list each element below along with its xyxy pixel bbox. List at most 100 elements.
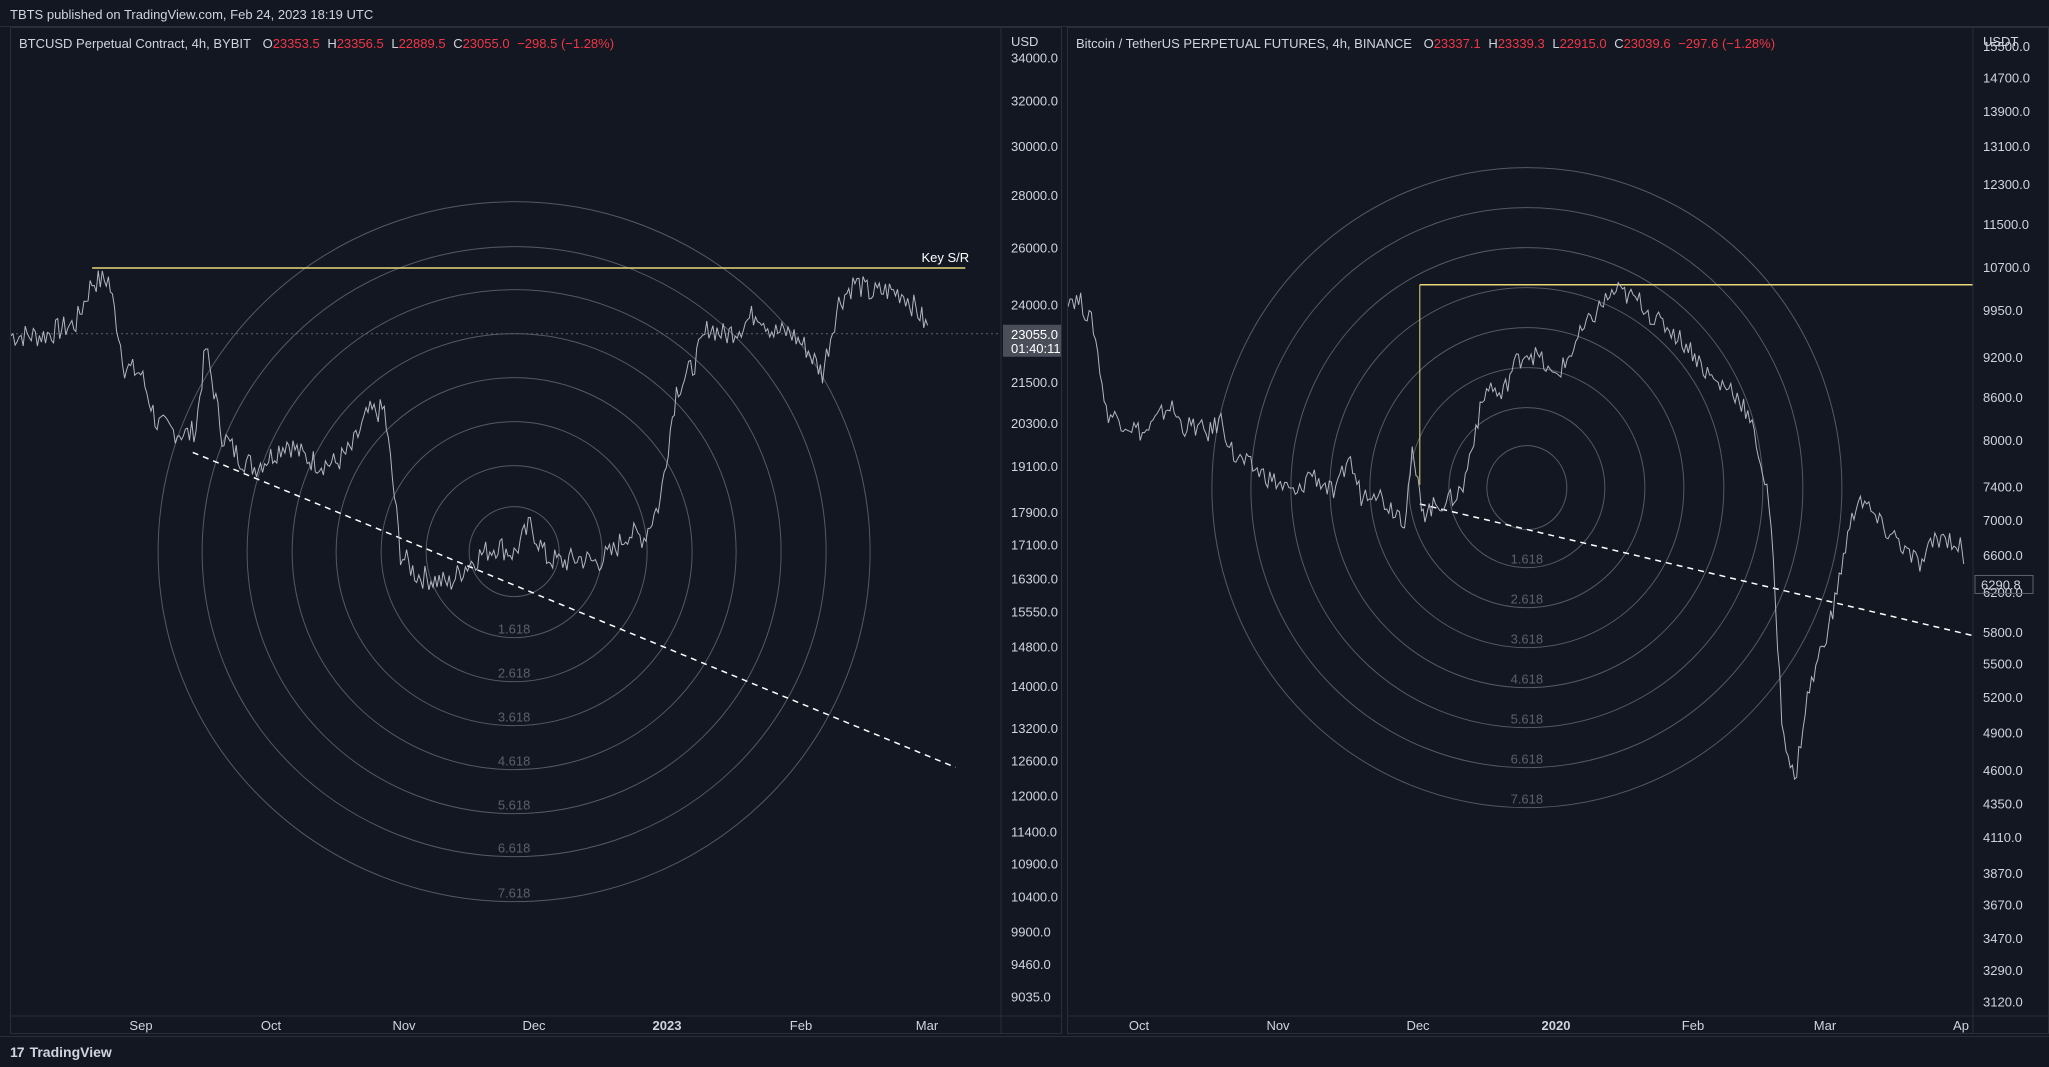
fib-label: 5.618 bbox=[498, 798, 531, 813]
price-tick-label: 13200.0 bbox=[1011, 721, 1058, 736]
time-tick-label: 2023 bbox=[653, 1018, 682, 1033]
fib-circle bbox=[1211, 167, 1843, 809]
open-value: 23353.5 bbox=[272, 36, 320, 51]
price-tick-label: 5800.0 bbox=[1983, 625, 2023, 640]
time-tick-label: Feb bbox=[790, 1018, 812, 1033]
symbol-title: Bitcoin / TetherUS PERPETUAL FUTURES, 4h… bbox=[1076, 36, 1412, 51]
open-label: O bbox=[262, 36, 273, 51]
price-tick-label: 14800.0 bbox=[1011, 640, 1058, 655]
time-tick-label: Nov bbox=[392, 1018, 416, 1033]
open-label: O bbox=[1423, 36, 1434, 51]
price-tick-label: 5200.0 bbox=[1983, 690, 2023, 705]
fib-label: 4.618 bbox=[498, 754, 531, 769]
price-series bbox=[11, 270, 929, 591]
fib-label: 2.618 bbox=[498, 666, 531, 681]
price-tick-label: 3470.0 bbox=[1983, 931, 2023, 946]
price-tick-label: 15550.0 bbox=[1011, 605, 1058, 620]
price-tick-label: 4900.0 bbox=[1983, 725, 2023, 740]
high-label: H bbox=[1488, 36, 1498, 51]
chart-panel-right[interactable]: 1.618 2.618 3.618 4.618 5.618 6.618 7.618 Key S… bbox=[1067, 27, 2049, 1034]
change-value: −298.5 (−1.28%) bbox=[517, 36, 615, 51]
high-label: H bbox=[327, 36, 337, 51]
fib-label: 1.618 bbox=[1511, 552, 1544, 567]
fib-circle bbox=[1369, 327, 1685, 649]
price-tick-label: 14700.0 bbox=[1983, 71, 2030, 86]
price-tick-label: 6200.0 bbox=[1983, 585, 2023, 600]
price-tick-label: 8000.0 bbox=[1983, 433, 2023, 448]
chart-panel-left[interactable]: 1.618 2.618 3.618 4.618 5.618 6.618 7.618 Key S… bbox=[10, 27, 1062, 1034]
legend-left: BTCUSD Perpetual Contract, 4h, BYBIT O23… bbox=[19, 36, 614, 51]
fib-label: 1.618 bbox=[498, 622, 531, 637]
price-tick-label: 4110.0 bbox=[1983, 830, 2022, 845]
price-tick-label: 34000.0 bbox=[1011, 51, 1058, 66]
price-tick-label: 9035.0 bbox=[1011, 989, 1051, 1004]
fib-label: 6.618 bbox=[498, 841, 531, 856]
price-tick-label: 11400.0 bbox=[1011, 825, 1057, 840]
fib-label: 3.618 bbox=[498, 710, 531, 725]
low-value: 22915.0 bbox=[1559, 36, 1607, 51]
time-axis: Oct Nov Dec 2020 Feb Mar Ap bbox=[1068, 1015, 2048, 1033]
price-tick-label: 13100.0 bbox=[1983, 139, 2030, 154]
close-value: 23039.6 bbox=[1623, 36, 1671, 51]
price-tick-label: 9200.0 bbox=[1983, 350, 2023, 365]
price-tick-label: 21500.0 bbox=[1011, 375, 1058, 390]
fib-circle bbox=[1290, 247, 1764, 729]
symbol-title: BTCUSD Perpetual Contract, 4h, BYBIT bbox=[19, 36, 251, 51]
trendline-dashed bbox=[192, 451, 956, 769]
price-tick-label: 12000.0 bbox=[1011, 788, 1058, 803]
last-price-value: 6290.8 bbox=[1981, 577, 2021, 592]
time-tick-label: Mar bbox=[1814, 1018, 1837, 1033]
price-tick-label: 17100.0 bbox=[1011, 537, 1058, 552]
price-tick-label: 7000.0 bbox=[1983, 513, 2023, 528]
fib-label: 3.618 bbox=[1511, 632, 1544, 647]
price-tick-label: 28000.0 bbox=[1011, 188, 1058, 203]
price-tick-label: 4600.0 bbox=[1983, 763, 2023, 778]
publisher-text: TBTS published on TradingView.com, Feb 2… bbox=[10, 7, 374, 22]
fib-circle bbox=[1329, 287, 1725, 689]
high-value: 23339.3 bbox=[1497, 36, 1545, 51]
price-tick-label: 24000.0 bbox=[1011, 297, 1058, 312]
price-tick-label: 10400.0 bbox=[1011, 890, 1058, 905]
fib-circle bbox=[335, 377, 693, 727]
price-tick-label: 4350.0 bbox=[1983, 796, 2023, 811]
price-tick-label: 3870.0 bbox=[1983, 866, 2023, 881]
change-value: −297.6 (−1.28%) bbox=[1678, 36, 1776, 51]
price-tick-label: 17900.0 bbox=[1011, 505, 1058, 520]
fib-circle bbox=[291, 333, 737, 771]
low-label: L bbox=[1552, 36, 1560, 51]
price-tick-label: 12300.0 bbox=[1983, 177, 2030, 192]
time-tick-label: Dec bbox=[522, 1018, 546, 1033]
fib-circle bbox=[1250, 207, 1804, 769]
price-tick-label: 9950.0 bbox=[1983, 303, 2023, 318]
price-tick-label: 3670.0 bbox=[1983, 898, 2023, 913]
last-price-box bbox=[1974, 574, 2034, 594]
high-value: 23356.5 bbox=[336, 36, 384, 51]
price-axis: USD 34000.0 32000.0 30000.0 28000.0 26000.0 24… bbox=[1000, 28, 1061, 1033]
price-tick-label: 12600.0 bbox=[1011, 754, 1058, 769]
time-tick-label: Feb bbox=[1682, 1018, 1704, 1033]
time-tick-label: Mar bbox=[916, 1018, 939, 1033]
chart-canvas-right[interactable]: 1.618 2.618 3.618 4.618 5.618 6.618 7.618 Key S… bbox=[1068, 28, 2048, 1033]
brand-bar: 17 TradingView bbox=[0, 1036, 2049, 1067]
fib-circle bbox=[157, 201, 871, 903]
fib-circle bbox=[1486, 445, 1568, 531]
fib-label: 7.618 bbox=[1511, 792, 1544, 807]
price-tick-label: 14000.0 bbox=[1011, 679, 1058, 694]
price-tick-label: 10700.0 bbox=[1983, 260, 2030, 275]
fib-circle bbox=[380, 421, 648, 683]
time-tick-label: Ap bbox=[1953, 1018, 1969, 1033]
time-tick-label: Oct bbox=[1129, 1018, 1150, 1033]
close-label: C bbox=[453, 36, 463, 51]
time-axis: Sep Oct Nov Dec 2023 Feb Mar bbox=[11, 1015, 1061, 1033]
close-label: C bbox=[1614, 36, 1624, 51]
price-tick-label: 7400.0 bbox=[1983, 480, 2023, 495]
price-tick-label: 15500.0 bbox=[1983, 39, 2030, 54]
fib-label: 5.618 bbox=[1511, 712, 1544, 727]
chart-canvas-left[interactable]: 1.618 2.618 3.618 4.618 5.618 6.618 7.618 Key S… bbox=[11, 28, 1061, 1033]
price-tick-label: 20300.0 bbox=[1011, 416, 1058, 431]
publisher-bar: TBTS published on TradingView.com, Feb 2… bbox=[0, 0, 2049, 27]
fib-circle bbox=[246, 289, 782, 815]
price-tick-label: 32000.0 bbox=[1011, 94, 1058, 109]
price-tick-label: 9460.0 bbox=[1011, 957, 1051, 972]
